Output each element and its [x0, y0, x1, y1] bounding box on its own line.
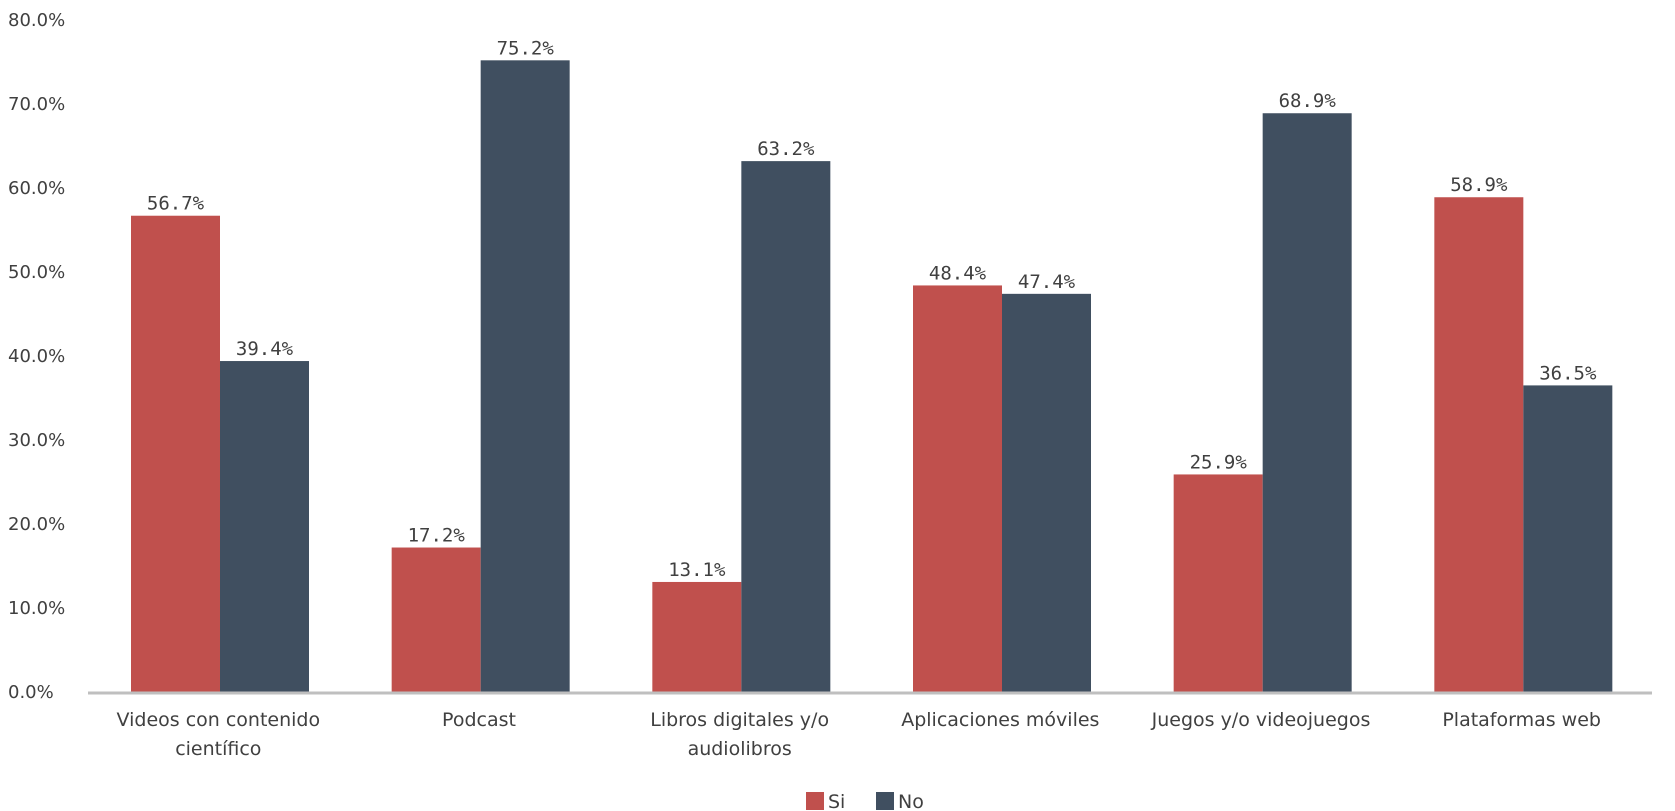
- data-label: 58.9%: [1450, 174, 1508, 196]
- y-tick-label: 30.0%: [8, 430, 65, 451]
- y-tick-label: 20.0%: [8, 514, 65, 535]
- bar-no: [480, 60, 570, 692]
- y-tick-label: 60.0%: [8, 178, 65, 199]
- x-category-label: Juegos y/o videojuegos: [1151, 709, 1371, 731]
- data-label: 48.4%: [929, 262, 987, 284]
- bar-si: [131, 215, 220, 692]
- y-tick-label: 40.0%: [8, 346, 65, 367]
- x-category-line: Juegos y/o videojuegos: [1151, 709, 1371, 731]
- y-tick-label: 0.0%: [8, 682, 54, 703]
- bar-si: [652, 581, 742, 692]
- bar-si: [1173, 474, 1263, 692]
- bars: [131, 60, 1613, 693]
- data-label: 39.4%: [236, 338, 294, 360]
- data-label: 36.5%: [1539, 362, 1597, 384]
- x-category-line: Podcast: [442, 709, 516, 731]
- legend-swatch-si: [806, 792, 824, 810]
- data-labels: 56.7% 39.4% 17.2% 75.2% 13.1% 63.2% 48.4% 47.4%…: [147, 37, 1597, 581]
- x-category-line: Libros digitales y/o: [650, 709, 829, 731]
- x-axis-categories: Videos con contenido científico Podcast Lib…: [117, 709, 1601, 760]
- bar-no: [1262, 113, 1352, 693]
- bar-no: [1523, 385, 1613, 692]
- bar-si: [1434, 197, 1524, 693]
- x-category-label: Plataformas web: [1442, 709, 1601, 731]
- x-category-line: Aplicaciones móviles: [901, 709, 1099, 731]
- bar-si: [913, 285, 1002, 692]
- data-label: 75.2%: [497, 37, 555, 59]
- legend-label-no: No: [898, 791, 924, 811]
- data-label: 13.1%: [668, 559, 726, 581]
- bar-no: [220, 361, 309, 692]
- x-category-line: audiolibros: [688, 738, 792, 760]
- legend-swatch-no: [876, 792, 894, 810]
- data-label: 68.9%: [1279, 90, 1337, 112]
- bar-no: [1002, 293, 1091, 692]
- data-label: 56.7%: [147, 193, 205, 215]
- x-category-label: Aplicaciones móviles: [901, 709, 1099, 731]
- bar-si: [391, 547, 481, 692]
- x-category-label: Videos con contenido científico: [117, 709, 321, 760]
- y-tick-label: 50.0%: [8, 262, 65, 283]
- y-tick-label: 10.0%: [8, 598, 65, 619]
- x-category-label: Podcast: [442, 709, 516, 731]
- legend-label-si: Si: [828, 791, 845, 811]
- data-label: 47.4%: [1018, 271, 1076, 293]
- data-label: 17.2%: [408, 525, 466, 547]
- x-category-label: Libros digitales y/o audiolibros: [650, 709, 829, 760]
- data-label: 25.9%: [1190, 451, 1248, 473]
- y-tick-label: 70.0%: [8, 94, 65, 115]
- y-axis-ticks: 0.0% 10.0% 20.0% 30.0% 40.0% 50.0% 60.0% 70.0% 8…: [8, 10, 65, 703]
- y-tick-label: 80.0%: [8, 10, 65, 31]
- data-label: 63.2%: [757, 138, 815, 160]
- bar-no: [741, 161, 831, 692]
- x-category-line: Videos con contenido: [117, 709, 321, 731]
- x-category-line: Plataformas web: [1442, 709, 1601, 731]
- legend: Si No: [806, 791, 924, 811]
- x-category-line: científico: [175, 738, 261, 760]
